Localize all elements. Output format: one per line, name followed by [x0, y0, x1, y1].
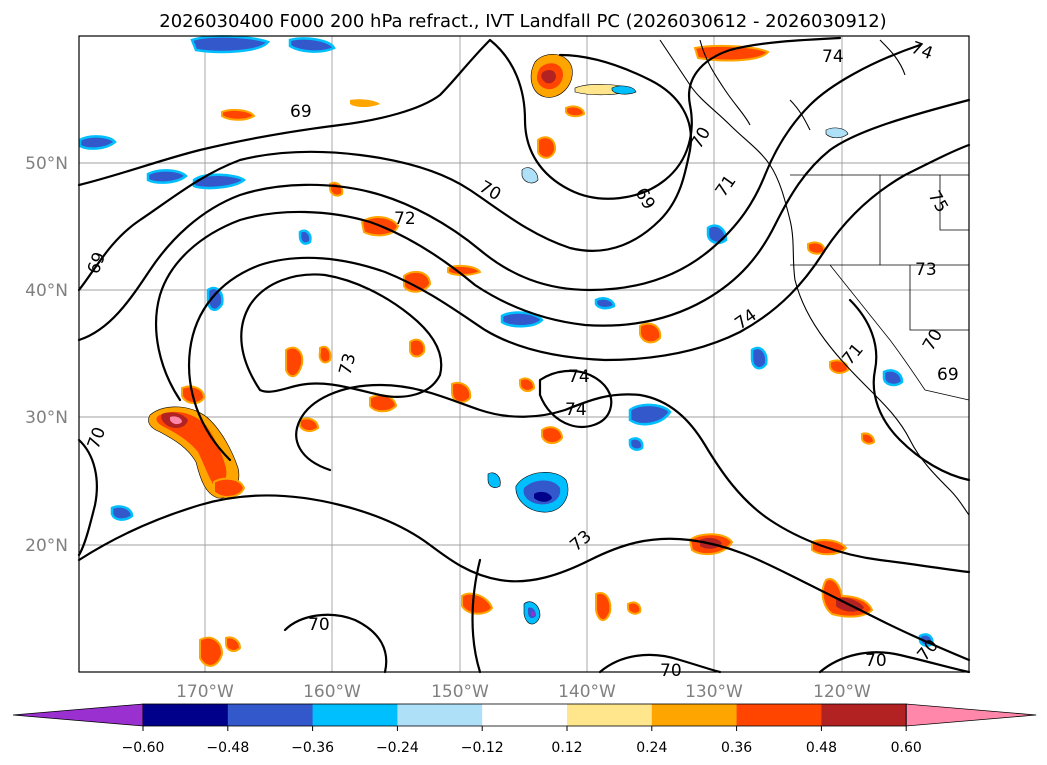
map-area: [79, 36, 969, 672]
contour-label: 70: [865, 651, 887, 671]
contour-label: 72: [394, 209, 416, 229]
colorbar-tick-label: −0.12: [461, 740, 504, 756]
lat-label: 30°N: [25, 408, 68, 428]
colorbar-tick-label: −0.24: [376, 740, 419, 756]
figure-title: 2026030400 F000 200 hPa refract., IVT La…: [159, 11, 886, 32]
colorbar-segment: [397, 704, 483, 726]
colorbar-segment: [227, 704, 314, 726]
map-frame: [78, 35, 970, 673]
contour-label: 74: [565, 400, 587, 420]
colorbar-segment: [482, 704, 568, 726]
colorbar-segment: [567, 704, 653, 726]
colorbar: [12, 703, 1037, 731]
lon-label: 120°W: [813, 682, 871, 702]
colorbar-tick-label: −0.36: [291, 740, 334, 756]
colorbar-tick-label: 0.36: [721, 740, 752, 756]
contour-label: 74: [822, 47, 844, 67]
filled-anomalies: [78, 35, 934, 667]
lat-label: 20°N: [25, 536, 68, 556]
contour-label: 69: [290, 102, 312, 122]
contour-label: 70: [308, 615, 330, 635]
latitude-labels: 50°N 40°N 30°N 20°N: [25, 154, 68, 556]
contour-label: 74: [568, 367, 590, 387]
contour-label: 73: [915, 260, 937, 280]
colorbar-extend-min: [12, 703, 144, 727]
colorbar-segment: [651, 704, 738, 726]
colorbar-segment: [312, 704, 398, 726]
contour-label: 70: [660, 661, 682, 681]
lon-label: 140°W: [558, 682, 616, 702]
colorbar-tick-label: 0.12: [551, 740, 582, 756]
refractivity-contours: [77, 36, 971, 674]
lon-label: 170°W: [176, 682, 234, 702]
colorbar-extend-max: [905, 703, 1037, 727]
colorbar-tick-label: −0.60: [122, 740, 165, 756]
lon-label: 160°W: [303, 682, 361, 702]
colorbar-tick-label: −0.48: [206, 740, 249, 756]
colorbar-segment: [821, 704, 907, 726]
colorbar-tick-label: 0.48: [806, 740, 837, 756]
colorbar-segment: [143, 704, 229, 726]
colorbar-frame: [142, 703, 907, 727]
coastlines: [659, 39, 970, 516]
contour-label: 69: [937, 365, 959, 385]
longitude-labels: 170°W 160°W 150°W 140°W 130°W 120°W: [176, 682, 871, 702]
lon-label: 150°W: [431, 682, 489, 702]
lat-label: 50°N: [25, 154, 68, 174]
lon-label: 130°W: [685, 682, 743, 702]
colorbar-tick-label: 0.24: [636, 740, 667, 756]
political-borders: [790, 174, 970, 401]
lat-label: 40°N: [25, 281, 68, 301]
colorbar-tick-labels: −0.60 −0.48 −0.36 −0.24 −0.12 0.12 0.24 0.36 0.4…: [122, 740, 922, 756]
colorbar-segment: [736, 704, 822, 726]
colorbar-tick-label: 0.60: [891, 740, 922, 756]
